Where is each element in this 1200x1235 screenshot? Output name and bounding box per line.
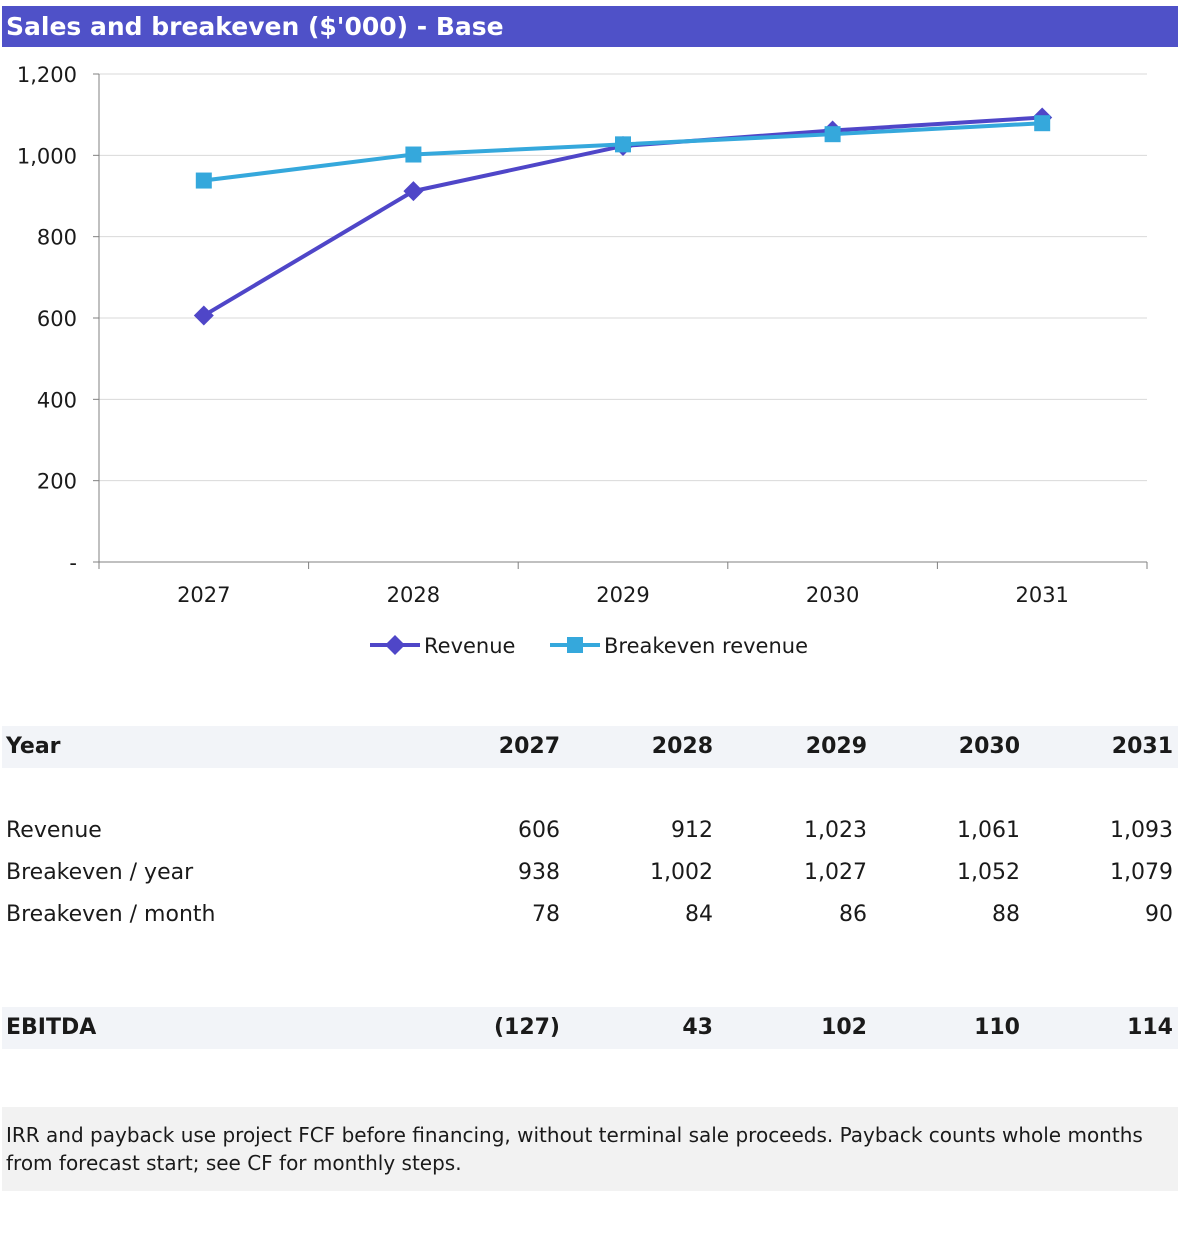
table-cell: 78: [532, 902, 560, 927]
table-cell: 938: [518, 860, 560, 885]
legend-label: Breakeven revenue: [604, 634, 808, 658]
header-year-3: 2029: [805, 734, 867, 759]
legend-label: Revenue: [424, 634, 515, 658]
y-tick-label: 400: [37, 388, 77, 412]
table-row-breakeven-year: Breakeven / year 938 1,002 1,027 1,052 1…: [2, 852, 1178, 894]
diamond-marker: [403, 181, 424, 202]
square-marker: [195, 172, 212, 189]
sales-breakeven-chart: - 200 400 600 800 1,000 1,200 2027 2028 2029 2030 2…: [17, 63, 1148, 658]
y-tick-label: 200: [37, 470, 77, 494]
y-tick-label: 800: [37, 226, 77, 250]
x-tick-label: 2027: [177, 583, 230, 607]
table-cell: 1,027: [804, 860, 867, 885]
table-cell: 114: [1127, 1015, 1173, 1040]
header-year-1: 2027: [498, 734, 560, 759]
table-cell: 102: [821, 1015, 867, 1040]
y-tick-label: 600: [37, 307, 77, 331]
table-cell: 1,079: [1110, 860, 1173, 885]
table-cell: 1,061: [957, 818, 1020, 843]
table-cell: (127): [493, 1015, 560, 1040]
footnote: IRR and payback use project FCF before f…: [2, 1107, 1178, 1191]
x-tick-label: 2030: [806, 583, 859, 607]
table-cell: 1,052: [957, 860, 1020, 885]
chart-title: Sales and breakeven ($'000) - Base: [2, 6, 1178, 47]
table-cell: 86: [839, 902, 867, 927]
x-tick-label: 2031: [1015, 583, 1068, 607]
header-label: Year: [6, 734, 61, 759]
diamond-marker: [193, 305, 214, 326]
header-year-2: 2028: [651, 734, 713, 759]
table-header-row: Year 2027 2028 2029 2030 2031: [2, 726, 1178, 768]
table-cell: 912: [671, 818, 713, 843]
table-row-revenue: Revenue 606 912 1,023 1,061 1,093: [2, 810, 1178, 852]
table-cell: 1,023: [804, 818, 867, 843]
y-tick-label: 1,200: [17, 63, 77, 87]
row-label: Revenue: [6, 818, 102, 843]
table-row-ebitda: EBITDA (127) 43 102 110 114: [2, 1007, 1178, 1049]
square-marker: [1034, 115, 1051, 132]
row-label: Breakeven / year: [6, 860, 194, 885]
table-cell: 1,002: [650, 860, 713, 885]
table-cell: 1,093: [1110, 818, 1173, 843]
table-cell: 606: [518, 818, 560, 843]
square-marker: [824, 126, 841, 143]
row-label: Breakeven / month: [6, 902, 216, 927]
table-cell: 110: [974, 1015, 1020, 1040]
square-marker: [567, 637, 583, 653]
x-tick-label: 2028: [387, 583, 440, 607]
breakeven-table: Year 2027 2028 2029 2030 2031 Revenue 60…: [2, 726, 1178, 1049]
table-cell: 43: [682, 1015, 713, 1040]
y-tick-label: -: [69, 551, 77, 575]
x-tick-label: 2029: [596, 583, 649, 607]
square-marker: [405, 146, 422, 163]
square-marker: [615, 136, 631, 153]
y-tick-label: 1,000: [17, 144, 77, 168]
header-year-4: 2030: [958, 734, 1020, 759]
row-label: EBITDA: [6, 1015, 97, 1040]
diamond-marker: [385, 635, 405, 655]
header-year-5: 2031: [1111, 734, 1173, 759]
table-cell: 90: [1145, 902, 1173, 927]
table-cell: 84: [685, 902, 713, 927]
table-row-breakeven-month: Breakeven / month 78 84 86 88 90: [2, 894, 1178, 936]
table-cell: 88: [992, 902, 1020, 927]
